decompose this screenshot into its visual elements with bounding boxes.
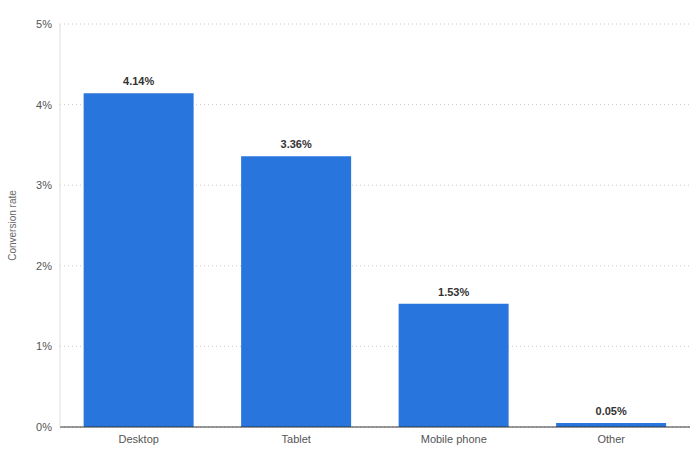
- svg-text:1%: 1%: [36, 340, 52, 352]
- svg-text:5%: 5%: [36, 18, 52, 30]
- svg-text:1.53%: 1.53%: [438, 286, 469, 298]
- svg-text:Conversion rate: Conversion rate: [8, 190, 18, 261]
- svg-text:Tablet: Tablet: [282, 433, 311, 445]
- svg-text:Mobile phone: Mobile phone: [421, 433, 487, 445]
- svg-text:3%: 3%: [36, 179, 52, 191]
- svg-text:3.36%: 3.36%: [281, 138, 312, 150]
- svg-text:0.05%: 0.05%: [596, 405, 627, 417]
- svg-text:4.14%: 4.14%: [123, 75, 154, 87]
- svg-text:Other: Other: [597, 433, 625, 445]
- svg-text:4%: 4%: [36, 99, 52, 111]
- svg-text:Desktop: Desktop: [119, 433, 159, 445]
- svg-text:2%: 2%: [36, 260, 52, 272]
- svg-text:0%: 0%: [36, 421, 52, 433]
